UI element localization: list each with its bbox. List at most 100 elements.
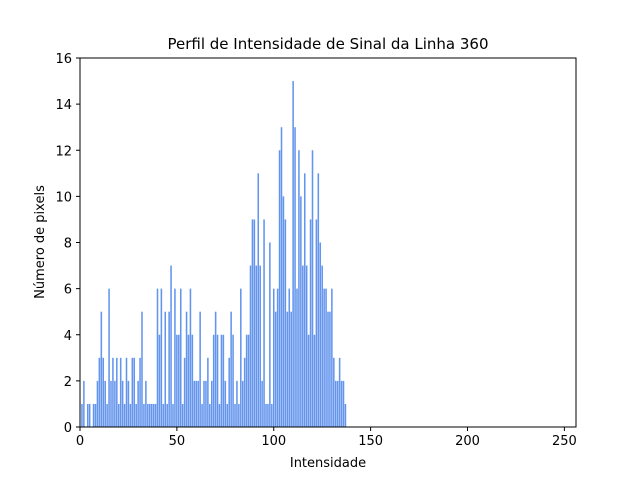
bar-112 [296, 288, 298, 428]
y-tick-label: 6 [64, 283, 72, 298]
x-tick-label: 0 [76, 434, 84, 449]
bar-49 [174, 288, 176, 428]
bar-58 [191, 334, 194, 427]
bar-32 [141, 311, 143, 427]
x-tick-label: 100 [261, 434, 286, 449]
y-tick-label: 14 [55, 98, 72, 113]
bar-44 [164, 311, 167, 427]
bar-24 [125, 357, 128, 427]
bars-group [81, 81, 347, 428]
bar-16 [110, 380, 112, 428]
bar-89 [251, 219, 254, 427]
bar-45 [166, 403, 168, 427]
bar-110 [292, 81, 294, 427]
bar-54 [183, 357, 186, 427]
bar-107 [286, 311, 289, 427]
bar-73 [220, 334, 223, 427]
bar-30 [137, 380, 139, 428]
bar-59 [193, 380, 196, 428]
bar-121 [313, 334, 316, 427]
bar-8 [94, 403, 97, 427]
bar-118 [307, 334, 310, 427]
bar-76 [226, 403, 229, 427]
bar-65 [205, 380, 207, 428]
bar-85 [243, 357, 246, 427]
bar-137 [344, 403, 347, 427]
bar-75 [224, 380, 227, 428]
bar-69 [212, 334, 215, 427]
bar-23 [123, 403, 126, 427]
bar-53 [181, 403, 184, 427]
bar-90 [253, 219, 256, 427]
x-axis-label: Intensidade [290, 456, 366, 471]
bar-21 [119, 357, 122, 427]
bar-94 [261, 380, 263, 428]
y-tick-label: 0 [64, 421, 72, 436]
bar-98 [269, 242, 271, 427]
bar-13 [104, 380, 106, 428]
x-tick-label: 200 [455, 434, 480, 449]
bar-106 [284, 219, 287, 427]
bar-9 [96, 380, 99, 428]
bar-79 [232, 334, 234, 427]
bar-93 [259, 265, 261, 427]
bar-122 [315, 219, 318, 427]
y-tick-label: 8 [64, 237, 72, 252]
bar-134 [338, 357, 341, 427]
bar-25 [127, 380, 130, 428]
bar-47 [170, 265, 172, 427]
bar-100 [272, 288, 275, 428]
bar-132 [334, 380, 337, 428]
bar-125 [321, 265, 323, 427]
bar-48 [172, 403, 174, 427]
bar-130 [331, 288, 333, 428]
bar-103 [278, 150, 281, 427]
bar-57 [189, 288, 192, 428]
x-tick-label: 50 [169, 434, 186, 449]
bar-18 [114, 380, 116, 428]
bar-35 [147, 403, 149, 427]
bar-88 [249, 265, 252, 427]
bar-7 [92, 403, 95, 427]
bar-62 [199, 311, 201, 427]
bar-108 [288, 288, 291, 428]
y-tick-label: 10 [55, 190, 72, 205]
bar-114 [300, 196, 302, 428]
bar-34 [145, 380, 147, 428]
bar-10 [98, 357, 101, 427]
bar-99 [271, 403, 273, 427]
x-tick-label: 150 [358, 434, 383, 449]
bar-28 [133, 357, 136, 427]
bar-37 [150, 403, 153, 427]
y-tick-label: 12 [55, 144, 72, 159]
bar-66 [207, 357, 209, 427]
bar-71 [216, 334, 219, 427]
y-tick-label: 16 [55, 52, 72, 67]
bar-129 [329, 311, 331, 427]
bar-40 [156, 288, 159, 428]
y-tick-label: 4 [64, 329, 72, 344]
bar-17 [112, 357, 114, 427]
bar-19 [116, 357, 118, 427]
bar-86 [245, 334, 248, 427]
bar-105 [282, 196, 285, 428]
bar-72 [218, 403, 221, 427]
bar-124 [319, 242, 322, 427]
bar-101 [274, 311, 277, 427]
bar-63 [201, 403, 203, 427]
bar-84 [241, 380, 244, 428]
bar-131 [333, 357, 335, 427]
bar-97 [267, 403, 269, 427]
bar-29 [135, 403, 137, 427]
bar-113 [298, 150, 300, 427]
bar-77 [228, 357, 230, 427]
bar-67 [209, 403, 211, 427]
x-tick-label: 250 [552, 434, 577, 449]
bar-133 [336, 380, 339, 428]
bar-50 [176, 334, 178, 427]
bar-60 [195, 380, 198, 428]
bar-41 [158, 334, 161, 427]
bar-78 [230, 311, 232, 427]
bar-55 [185, 311, 188, 427]
